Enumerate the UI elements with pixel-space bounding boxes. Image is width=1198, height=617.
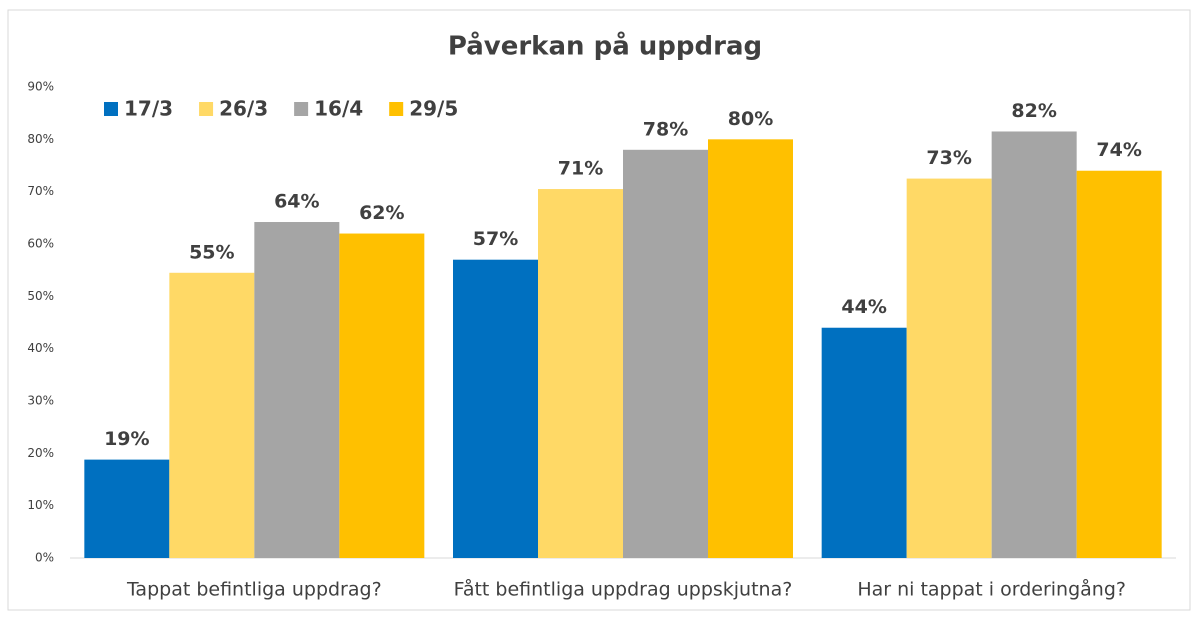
data-label: 74%: [1096, 139, 1141, 161]
legend-swatch: [199, 102, 214, 116]
bar: [1076, 170, 1162, 558]
bar: [254, 222, 340, 558]
bar: [453, 259, 538, 558]
data-label: 80%: [728, 108, 773, 130]
y-tick-label: 50%: [27, 289, 54, 303]
data-label: 55%: [189, 241, 234, 263]
bar: [708, 139, 793, 559]
y-tick-label: 20%: [27, 446, 54, 460]
legend-label: 29/5: [409, 97, 458, 121]
data-label: 82%: [1011, 100, 1056, 122]
data-label: 44%: [841, 296, 886, 318]
data-label: 78%: [643, 118, 688, 140]
x-tick-label: Fått befintliga uppdrag uppskjutna?: [454, 578, 793, 601]
y-tick-label: 40%: [27, 341, 54, 355]
data-label: 19%: [104, 428, 149, 450]
bar: [623, 149, 708, 559]
y-tick-label: 30%: [27, 394, 54, 408]
data-label: 71%: [558, 158, 603, 180]
bar: [339, 233, 425, 559]
bar: [538, 189, 623, 559]
data-label: 64%: [274, 191, 319, 213]
y-tick-label: 80%: [27, 132, 54, 146]
data-label: 62%: [359, 202, 404, 224]
x-tick-label: Tappat befintliga uppdrag?: [126, 579, 382, 601]
legend-label: 26/3: [219, 97, 268, 121]
legend-swatch: [104, 102, 118, 116]
bar: [991, 131, 1077, 558]
bar: [906, 178, 992, 559]
y-tick-label: 90%: [27, 80, 54, 94]
bar: [169, 272, 255, 558]
legend-label: 17/3: [124, 97, 173, 121]
legend-swatch: [294, 102, 309, 116]
legend-swatch: [389, 102, 404, 116]
data-label: 57%: [473, 228, 518, 250]
legend-label: 16/4: [314, 97, 363, 121]
y-tick-label: 60%: [27, 237, 54, 251]
chart-title: Påverkan på uppdrag: [448, 30, 762, 62]
y-tick-label: 0%: [35, 551, 54, 565]
x-tick-label: Har ni tappat i orderingång?: [857, 578, 1126, 601]
data-label: 73%: [926, 147, 971, 169]
y-tick-label: 70%: [27, 184, 54, 198]
y-tick-label: 10%: [27, 498, 54, 512]
bar: [84, 459, 170, 558]
bar: [821, 327, 907, 558]
